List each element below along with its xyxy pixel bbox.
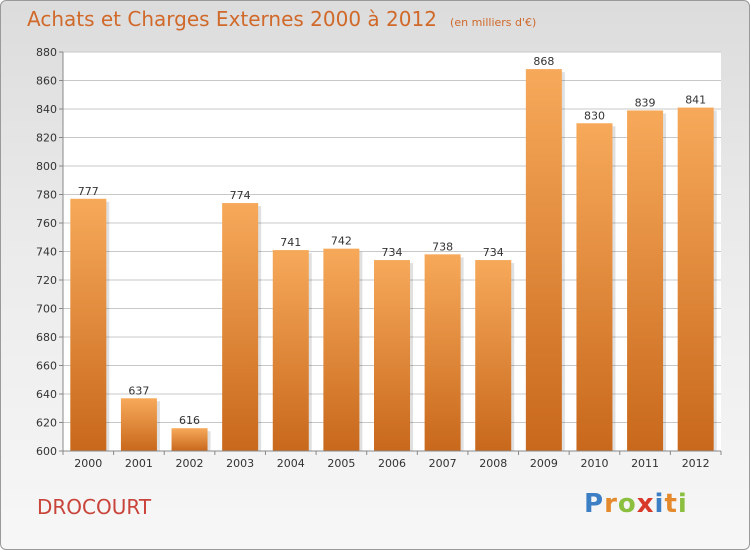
x-tick-label: 2007 — [429, 457, 457, 470]
y-tick-label: 860 — [36, 75, 57, 88]
x-tick-label: 2012 — [682, 457, 710, 470]
logo-letter: x — [636, 489, 655, 519]
y-tick-label: 740 — [36, 246, 57, 259]
bar — [525, 69, 562, 451]
y-tick-label: 660 — [36, 360, 57, 373]
y-tick-label: 720 — [36, 274, 57, 287]
bar-value-label: 839 — [635, 96, 656, 109]
bar — [424, 254, 461, 451]
bar-value-label: 734 — [483, 246, 504, 259]
x-tick-label: 2001 — [125, 457, 153, 470]
chart-subtitle: (en milliers d'€) — [450, 16, 537, 29]
bar — [475, 260, 512, 451]
y-tick-label: 680 — [36, 331, 57, 344]
bar — [677, 107, 714, 451]
bar — [627, 110, 664, 452]
proxiti-logo: Proxiti — [584, 489, 688, 519]
bar — [374, 260, 410, 451]
bar-value-label: 742 — [331, 235, 352, 248]
logo-letter: r — [604, 489, 618, 519]
logo-letter: t — [664, 489, 678, 519]
x-tick-label: 2006 — [378, 457, 406, 470]
logo-letter: P — [584, 489, 605, 519]
bar — [171, 428, 208, 451]
x-tick-label: 2010 — [580, 457, 608, 470]
bar-value-label: 841 — [685, 94, 706, 107]
y-tick-label: 820 — [36, 132, 57, 145]
y-tick-label: 780 — [36, 189, 57, 202]
logo-letter: o — [617, 489, 637, 519]
x-tick-label: 2003 — [226, 457, 254, 470]
x-tick-label: 2011 — [631, 457, 659, 470]
bar-value-label: 738 — [432, 240, 453, 253]
y-tick-label: 620 — [36, 417, 57, 430]
bar-value-label: 868 — [533, 55, 554, 68]
y-tick-label: 600 — [36, 445, 57, 458]
bar — [120, 398, 157, 451]
y-tick-label: 640 — [36, 388, 57, 401]
axes: 600 620 640 660 680 700 720 740 760 780 800 820 840 8… — [36, 46, 722, 470]
bar — [272, 250, 309, 451]
bar-value-label: 637 — [128, 384, 149, 397]
x-tick-label: 2002 — [176, 457, 204, 470]
y-tick-label: 700 — [36, 303, 57, 316]
y-tick-label: 800 — [36, 160, 57, 173]
bar — [323, 248, 360, 451]
x-tick-label: 2004 — [277, 457, 305, 470]
bar-value-label: 774 — [230, 189, 251, 202]
title-block: Achats et Charges Externes 2000 à 2012 (… — [27, 7, 536, 31]
bars: 777 637 616 774 741 742 734 738 734 868 830 839 841 — [70, 55, 717, 452]
bar-value-label: 734 — [382, 246, 403, 259]
x-tick-label: 2000 — [74, 457, 102, 470]
y-tick-label: 760 — [36, 217, 57, 230]
bar — [222, 203, 259, 451]
bar-value-label: 777 — [78, 185, 99, 198]
bar-value-label: 830 — [584, 109, 605, 122]
bar — [576, 123, 613, 451]
x-tick-label: 2005 — [327, 457, 355, 470]
bar-value-label: 741 — [280, 236, 301, 249]
chart-title: Achats et Charges Externes 2000 à 2012 — [27, 7, 437, 31]
bar-value-label: 616 — [179, 414, 200, 427]
logo-letter: i — [677, 489, 688, 519]
y-tick-label: 880 — [36, 46, 57, 59]
bar — [70, 198, 107, 451]
y-tick-label: 840 — [36, 103, 57, 116]
logo-letter: i — [654, 489, 665, 519]
commune-name: DROCOURT — [37, 495, 152, 519]
x-tick-label: 2009 — [530, 457, 558, 470]
x-tick-label: 2008 — [479, 457, 507, 470]
